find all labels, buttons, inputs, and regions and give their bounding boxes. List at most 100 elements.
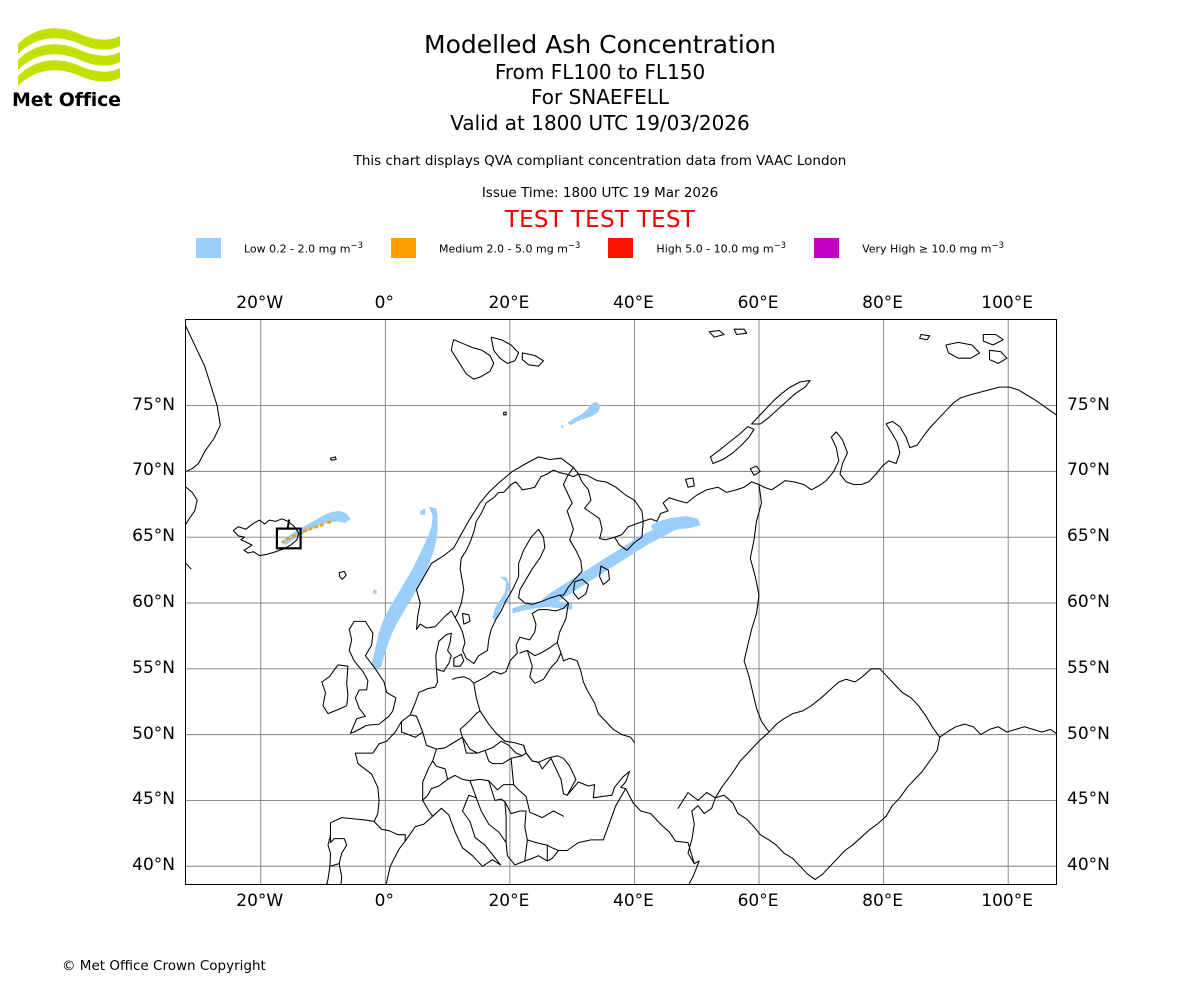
coastline-path (373, 820, 406, 842)
ash-plume-low (666, 521, 679, 528)
map-container: 20°W 20°W 0° 0° 20°E 20°E 40°E 40°E 60°E 60°E 80°E… (132, 293, 1110, 911)
ash-plume-low (567, 401, 601, 426)
coastline-path (452, 528, 569, 684)
coastline-path (556, 641, 636, 744)
ash-plume-low (492, 576, 510, 622)
ash-plume-low (539, 522, 676, 607)
ash-plume-medium (314, 524, 318, 529)
ash-plume-medium (281, 539, 285, 544)
coastline-path (326, 788, 642, 884)
ash-plume-low (561, 425, 564, 428)
coastline-path (988, 349, 1008, 364)
coastline-path (503, 411, 507, 416)
coastline-path (186, 562, 192, 570)
chart-header: Modelled Ash Concentration From FL100 to… (0, 0, 1200, 233)
legend-label-low: Low 0.2 - 2.0 mg m−3 (244, 240, 364, 256)
coastline-path (321, 664, 349, 715)
coastline-path (525, 752, 568, 796)
lon-tick-bottom-4: 60°E (737, 891, 779, 911)
lat-tick-left-7: 40°N (132, 855, 175, 876)
coastline-path (743, 483, 770, 733)
coastline-path (519, 602, 569, 657)
coastline-path (510, 757, 565, 819)
coastline-path (613, 520, 644, 551)
ash-plume-medium (319, 522, 324, 527)
met-office-logo: Met Office (12, 22, 124, 114)
lon-tick-top-3: 40°E (613, 293, 654, 313)
coastline-path (348, 620, 397, 734)
coastline-path (453, 653, 465, 667)
lon-tick-top-4: 60°E (737, 293, 779, 313)
coastline-path (709, 426, 755, 465)
coastline-path (435, 736, 464, 750)
lon-tick-bottom-3: 40°E (613, 891, 654, 911)
coastline-path (415, 456, 579, 630)
coastline-path (461, 612, 471, 625)
map-graphics (186, 320, 1056, 884)
lat-tick-right-7: 40°N (1067, 855, 1110, 876)
legend-label-medium: Medium 2.0 - 5.0 mg m−3 (439, 240, 581, 256)
ash-plume-low (420, 508, 426, 515)
coastline-path (329, 456, 337, 461)
coastline-path (490, 336, 520, 364)
lon-tick-bottom-1: 0° (374, 891, 394, 911)
legend-entry-low: Low 0.2 - 2.0 mg m−3 (196, 238, 363, 258)
lon-tick-top-6: 100°E (981, 293, 1034, 313)
coastline-path (919, 333, 931, 341)
ash-plume-low (512, 600, 573, 614)
coastline-path (814, 736, 941, 880)
lat-tick-left-1: 70°N (132, 460, 175, 481)
coastline-path (749, 465, 761, 476)
coastline-layer (186, 326, 1056, 884)
met-office-wave-mark (18, 28, 120, 86)
source-marker-box (275, 527, 302, 550)
lat-tick-left-3: 60°N (132, 592, 175, 612)
coastline-path (529, 652, 562, 684)
legend-swatch-very-high (814, 238, 840, 258)
lat-tick-right-0: 75°N (1067, 394, 1110, 415)
lon-tick-top-2: 20°E (488, 293, 530, 313)
coastline-path (422, 760, 434, 801)
coastline-path (354, 668, 439, 788)
coastline-path (329, 834, 348, 867)
lat-tick-right-1: 70°N (1067, 460, 1110, 481)
qva-note: This chart displays QVA compliant concen… (353, 153, 847, 170)
lon-tick-bottom-0: 20°W (236, 891, 284, 911)
lat-tick-left-4: 55°N (132, 657, 175, 678)
coastline-path (559, 466, 583, 596)
coastline-path (338, 570, 347, 580)
ash-plume-medium (327, 520, 332, 524)
coastline-path (409, 714, 449, 780)
coastline-path (484, 749, 523, 765)
coastline-path (526, 839, 560, 852)
coastline-path (186, 326, 221, 472)
coastline-path (326, 786, 380, 884)
lat-tick-right-6: 45°N (1067, 789, 1110, 810)
lon-tick-top-5: 80°E (862, 293, 904, 313)
map-plot-area (185, 319, 1057, 885)
coastline-path (642, 386, 1056, 522)
coastline-path (422, 774, 515, 817)
ash-plume-medium (291, 533, 296, 538)
lat-tick-right-3: 60°N (1067, 592, 1110, 612)
coastline-path (400, 720, 424, 738)
coastline-path (714, 794, 816, 880)
issue-time: Issue Time: 1800 UTC 19 Mar 2026 (481, 185, 719, 202)
ash-plume-low (371, 506, 438, 671)
volcano-subtitle: For SNAEFELL (530, 85, 669, 110)
coastline-path (577, 473, 644, 541)
coastline-path (677, 791, 716, 884)
legend-swatch-medium (391, 238, 417, 258)
lon-tick-top-1: 0° (374, 293, 394, 313)
coastline-path (640, 810, 695, 865)
ash-plume-medium (286, 536, 290, 541)
coastline-path (435, 632, 452, 672)
coastline-path (708, 329, 725, 338)
coastline-path (469, 780, 477, 799)
coastline-path (338, 863, 343, 884)
source-marker-layer (275, 519, 302, 550)
ash-plume-medium (303, 528, 307, 533)
coastline-path (232, 518, 300, 557)
lon-tick-bottom-5: 80°E (862, 891, 904, 911)
lat-tick-left-0: 75°N (132, 394, 175, 415)
